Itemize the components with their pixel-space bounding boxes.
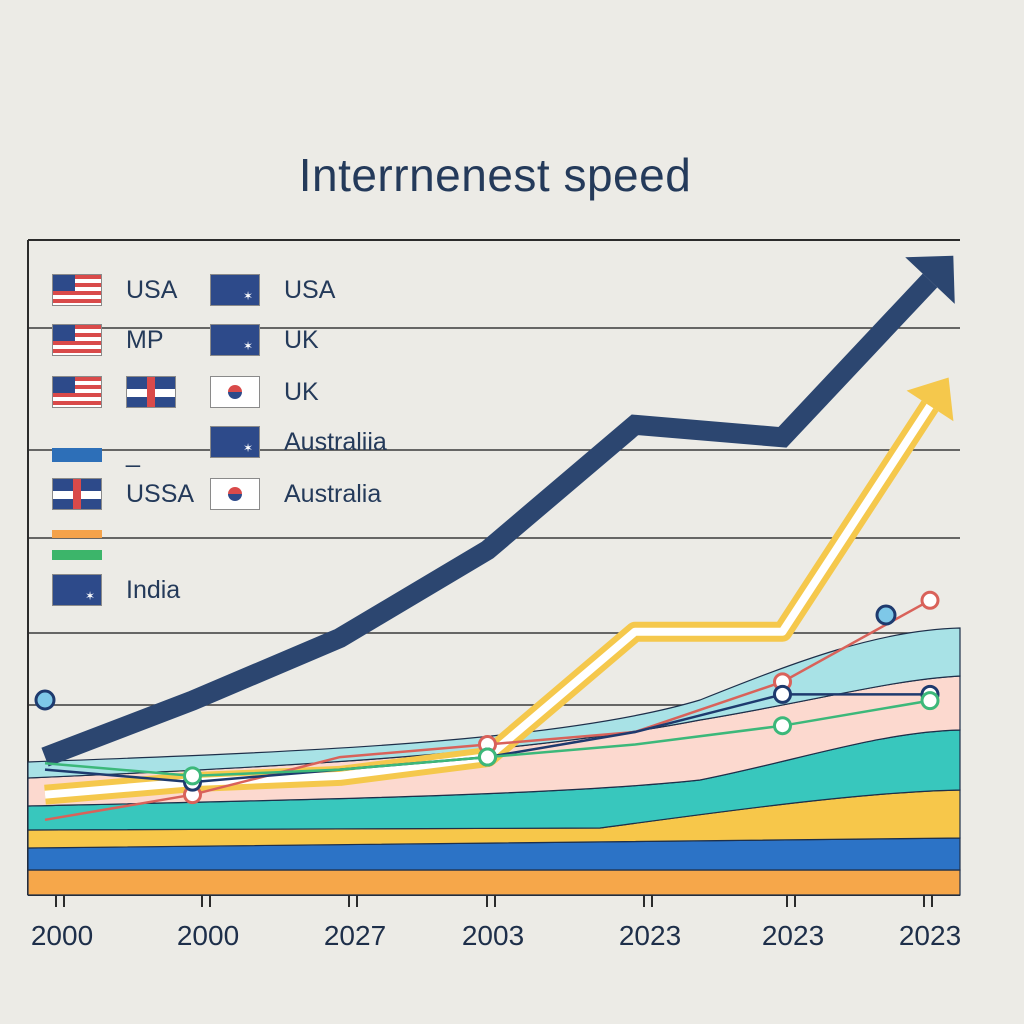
legend-label: USA <box>284 275 336 304</box>
data-point <box>773 716 792 736</box>
data-point <box>183 766 202 786</box>
legend-label: Australia <box>284 479 382 508</box>
us-flag-icon <box>52 324 102 356</box>
legend-item: _ <box>52 440 140 469</box>
legend-label: India <box>126 575 181 604</box>
au-flag-icon <box>52 574 102 606</box>
legend-item: USA <box>52 274 177 306</box>
x-tick-label: 2027 <box>323 920 387 951</box>
chart-title: Interrnenest speed <box>298 149 692 201</box>
legend: USA MP _ USSA India USA UK UK Australiia <box>40 262 460 622</box>
legend-label: USA <box>126 275 178 304</box>
us-flag-icon <box>52 376 102 408</box>
legend-item: USSA <box>52 478 194 510</box>
arrow-head <box>905 255 955 304</box>
x-tick-label: 2023 <box>761 920 825 951</box>
kr-flag-icon <box>210 376 260 408</box>
uk-flag-icon <box>126 376 176 408</box>
data-point <box>920 691 940 711</box>
x-tick-label: 2003 <box>461 920 525 951</box>
data-point <box>920 590 940 610</box>
legend-label: _ <box>126 440 140 468</box>
au-flag-icon <box>210 426 260 458</box>
au-flag-icon <box>210 274 260 306</box>
legend-item: USA <box>210 274 335 306</box>
area-band <box>27 869 961 896</box>
legend-item: UK <box>210 324 319 356</box>
kr-flag-icon <box>210 478 260 510</box>
legend-label: UK <box>284 325 319 354</box>
arrow-head <box>906 377 954 422</box>
us-flag-icon <box>52 274 102 306</box>
legend-item <box>52 376 200 408</box>
legend-label: Australiia <box>284 427 387 456</box>
uk-flag-icon <box>52 478 102 510</box>
data-point <box>478 747 497 767</box>
legend-item: India <box>52 574 180 606</box>
legend-label: USSA <box>126 479 195 508</box>
legend-label: MP <box>126 325 164 354</box>
au-flag-icon <box>210 324 260 356</box>
legend-item: MP <box>52 324 164 356</box>
legend-item <box>52 530 126 560</box>
data-point <box>773 684 792 704</box>
india-swatch-icon <box>52 530 102 560</box>
legend-item: UK <box>210 376 319 408</box>
legend-label: UK <box>284 377 319 406</box>
data-point <box>34 689 56 711</box>
blue-swatch-icon <box>52 447 102 462</box>
legend-item: Australiia <box>210 426 387 458</box>
series-line <box>41 273 938 767</box>
x-tick-label: 2023 <box>618 920 682 951</box>
x-tick-label: 2023 <box>898 920 962 951</box>
x-tick-label: 2000 <box>30 920 94 951</box>
data-point <box>875 604 897 626</box>
x-tick-label: 2000 <box>176 920 240 951</box>
legend-item: Australia <box>210 478 381 510</box>
